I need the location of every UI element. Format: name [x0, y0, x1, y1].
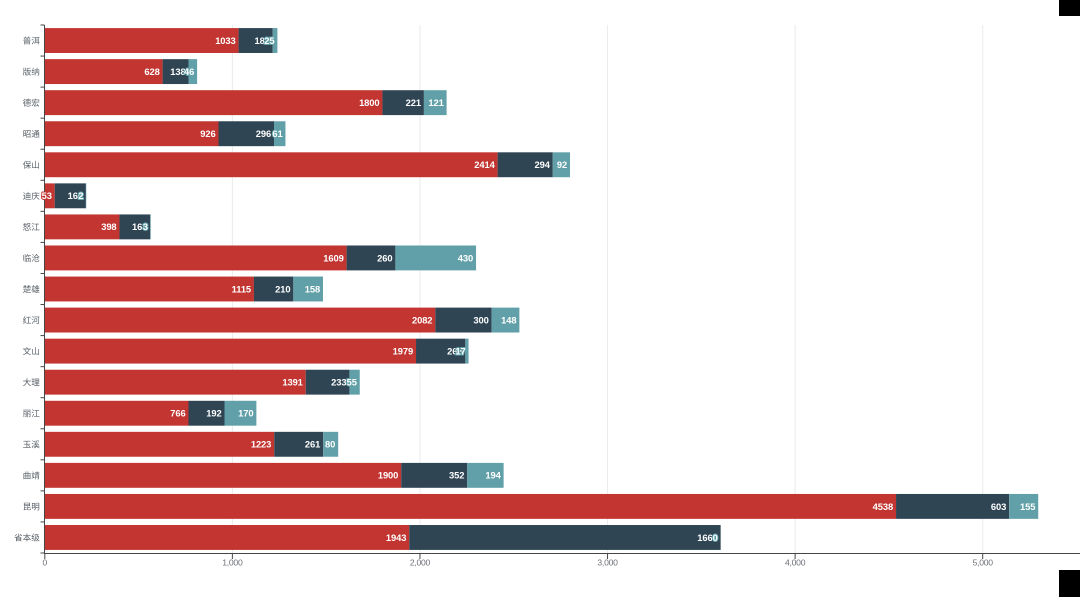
- svg-text:0: 0: [713, 532, 718, 543]
- svg-text:1391: 1391: [282, 377, 302, 388]
- svg-text:2414: 2414: [474, 159, 495, 170]
- svg-text:3: 3: [143, 221, 148, 232]
- svg-text:603: 603: [991, 501, 1006, 512]
- svg-text:170: 170: [238, 408, 253, 419]
- svg-text:300: 300: [473, 314, 488, 325]
- svg-text:53: 53: [42, 190, 52, 201]
- svg-text:46: 46: [184, 66, 194, 77]
- svg-text:25: 25: [264, 35, 274, 46]
- svg-text:0: 0: [43, 558, 48, 568]
- svg-text:4,000: 4,000: [785, 558, 806, 568]
- svg-text:221: 221: [406, 97, 421, 108]
- svg-text:138: 138: [170, 66, 185, 77]
- svg-text:261: 261: [305, 439, 320, 450]
- svg-text:1033: 1033: [215, 35, 235, 46]
- svg-text:5,000: 5,000: [973, 558, 994, 568]
- svg-text:1223: 1223: [251, 439, 271, 450]
- svg-text:1900: 1900: [378, 470, 398, 481]
- svg-text:4538: 4538: [873, 501, 893, 512]
- svg-text:1800: 1800: [359, 97, 379, 108]
- svg-text:352: 352: [449, 470, 464, 481]
- svg-text:1979: 1979: [393, 345, 413, 356]
- svg-text:155: 155: [1020, 501, 1035, 512]
- svg-text:1,000: 1,000: [222, 558, 243, 568]
- svg-text:158: 158: [305, 283, 320, 294]
- svg-text:2,000: 2,000: [410, 558, 431, 568]
- svg-text:148: 148: [501, 314, 516, 325]
- svg-text:182: 182: [254, 35, 269, 46]
- svg-text:210: 210: [275, 283, 290, 294]
- svg-text:1115: 1115: [232, 283, 251, 294]
- svg-text:80: 80: [325, 439, 335, 450]
- svg-text:398: 398: [101, 221, 116, 232]
- svg-text:2: 2: [78, 190, 83, 201]
- svg-text:194: 194: [485, 470, 501, 481]
- svg-text:92: 92: [557, 159, 567, 170]
- svg-text:121: 121: [428, 97, 443, 108]
- svg-text:166: 166: [68, 190, 83, 201]
- svg-text:926: 926: [200, 128, 215, 139]
- svg-text:3,000: 3,000: [597, 558, 618, 568]
- svg-text:1660: 1660: [697, 532, 717, 543]
- svg-text:17: 17: [455, 345, 465, 356]
- svg-text:766: 766: [170, 408, 185, 419]
- svg-text:192: 192: [206, 408, 221, 419]
- svg-text:430: 430: [458, 252, 473, 263]
- svg-text:2082: 2082: [412, 314, 432, 325]
- svg-text:628: 628: [144, 66, 159, 77]
- svg-text:164: 164: [132, 221, 148, 232]
- svg-text:294: 294: [535, 159, 551, 170]
- svg-text:263: 263: [447, 345, 462, 356]
- svg-text:296: 296: [256, 128, 271, 139]
- svg-text:1609: 1609: [323, 252, 343, 263]
- svg-text:260: 260: [377, 252, 392, 263]
- svg-text:61: 61: [272, 128, 282, 139]
- svg-text:55: 55: [347, 377, 357, 388]
- svg-text:233: 233: [331, 377, 346, 388]
- svg-text:1943: 1943: [386, 532, 406, 543]
